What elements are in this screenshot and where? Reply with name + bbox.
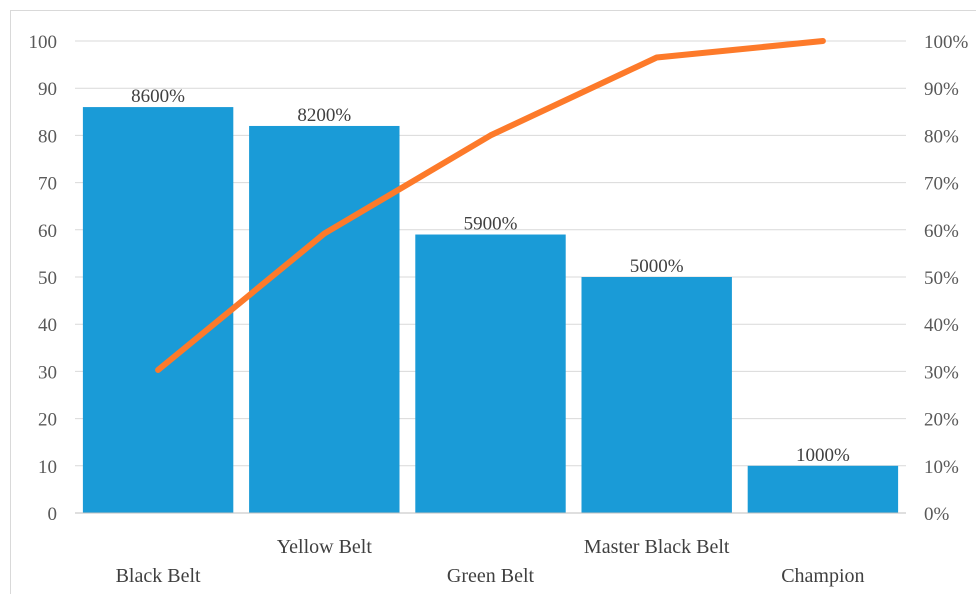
bar — [747, 465, 899, 513]
bar-series — [82, 107, 899, 514]
y2-tick-label: 90% — [924, 79, 959, 100]
x-category-label: Green Belt — [447, 565, 535, 587]
y2-tick-label: 100% — [924, 32, 969, 53]
data-label: 5000% — [630, 256, 684, 277]
chart-frame — [10, 10, 976, 594]
line-point — [323, 233, 325, 235]
data-label: 5900% — [464, 214, 518, 235]
y2-tick-label: 10% — [924, 457, 959, 478]
y-tick-label: 10 — [38, 457, 57, 478]
line-point — [490, 134, 491, 136]
y2-tick-label: 60% — [924, 221, 959, 242]
x-category-label: Black Belt — [116, 565, 201, 587]
y-tick-label: 100 — [29, 32, 58, 53]
y-tick-label: 50 — [38, 268, 57, 289]
x-category-label: Yellow Belt — [277, 536, 373, 558]
bar — [415, 234, 566, 513]
y2-tick-label: 30% — [924, 362, 959, 383]
bar — [82, 107, 234, 513]
y-tick-label: 0 — [48, 504, 58, 525]
y-axis-right: 0% 10% 20% 30% 40% 50% 60% 70% 80% 90% 100% — [924, 32, 969, 525]
y-tick-label: 20 — [38, 410, 57, 431]
data-label: 8600% — [131, 86, 185, 107]
cumulative-line-series — [155, 38, 826, 373]
data-labels: 8600% 8200% 5900% 5000% 1000% — [131, 86, 850, 466]
bar — [249, 125, 400, 514]
x-axis: Black Belt Yellow Belt Green Belt Master Bl… — [75, 512, 906, 587]
y2-tick-label: 50% — [924, 268, 959, 289]
line-point — [157, 369, 159, 371]
data-label: 1000% — [796, 445, 850, 466]
y-tick-label: 40 — [38, 315, 57, 336]
y2-tick-label: 40% — [924, 315, 959, 336]
y-tick-label: 70 — [38, 174, 57, 195]
y-axis-left: 0 10 20 30 40 50 60 70 80 90 100 — [29, 32, 58, 525]
line-point — [656, 57, 658, 59]
y-tick-label: 80 — [38, 126, 57, 147]
y-tick-label: 30 — [38, 362, 57, 383]
data-label: 8200% — [297, 105, 351, 126]
bar — [581, 277, 732, 513]
y-tick-label: 60 — [38, 221, 57, 242]
line-point — [822, 40, 824, 42]
x-category-label: Champion — [781, 565, 864, 587]
y2-tick-label: 20% — [924, 410, 959, 431]
x-category-label: Master Black Belt — [584, 536, 730, 558]
y2-tick-label: 0% — [924, 504, 950, 525]
y2-tick-label: 70% — [924, 174, 959, 195]
y2-tick-label: 80% — [924, 126, 959, 147]
y-tick-label: 90 — [38, 79, 57, 100]
